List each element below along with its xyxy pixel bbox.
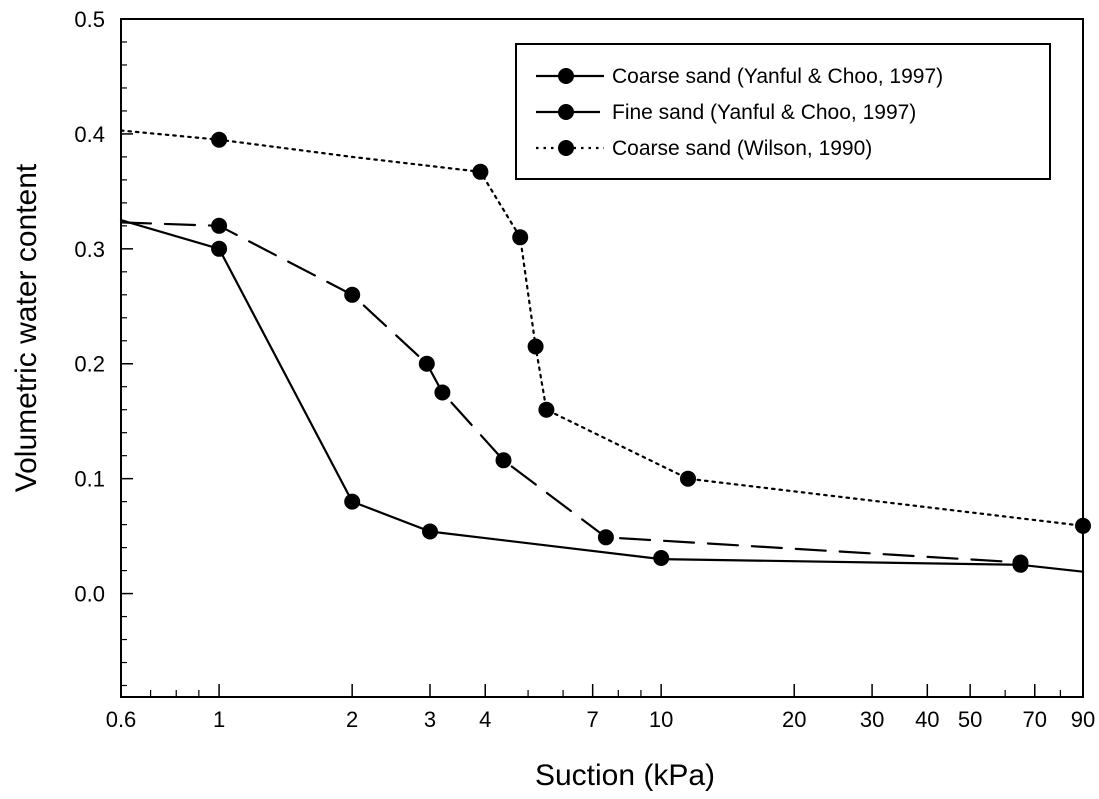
- x-tick-label: 10: [649, 707, 673, 732]
- data-point: [653, 550, 670, 566]
- x-tick-label: 0.6: [106, 707, 137, 732]
- plot-frame: [120, 18, 1084, 698]
- legend-swatch-marker: [558, 68, 574, 84]
- data-point: [418, 355, 435, 372]
- x-tick-label: 2: [346, 707, 358, 732]
- data-point: [495, 452, 512, 469]
- series-line: [119, 219, 1085, 573]
- y-tick-label: 0.4: [74, 122, 105, 147]
- series-line: [119, 129, 1085, 527]
- data-point: [680, 470, 696, 487]
- legend-label: Fine sand (Yanful & Choo, 1997): [612, 101, 916, 124]
- y-tick-label: 0.5: [74, 7, 105, 32]
- x-tick-label: 70: [1023, 707, 1047, 732]
- legend-swatch-marker: [558, 140, 574, 156]
- y-tick-label: 0.0: [74, 582, 105, 607]
- data-point: [344, 493, 361, 510]
- data-point: [1012, 554, 1029, 571]
- series-3: [119, 129, 1091, 534]
- legend-box: [515, 43, 1051, 180]
- x-tick-label: 7: [587, 707, 599, 732]
- x-axis-label: Suction (kPa): [535, 759, 715, 792]
- data-point: [538, 401, 555, 418]
- data-point: [597, 529, 614, 546]
- x-tick-label: 30: [860, 707, 884, 732]
- y-tick-label: 0.1: [74, 467, 105, 492]
- data-point: [512, 229, 529, 246]
- x-tick-label: 1: [213, 707, 225, 732]
- x-tick-label: 20: [782, 707, 806, 732]
- data-point: [211, 131, 228, 148]
- data-point: [472, 163, 489, 180]
- x-tick-label: 3: [424, 707, 436, 732]
- y-axis-label: Volumetric water content: [10, 163, 43, 492]
- data-point: [434, 384, 451, 401]
- data-point: [344, 286, 361, 303]
- data-point: [211, 240, 228, 257]
- x-tick-label: 90: [1071, 707, 1095, 732]
- x-tick-label: 4: [479, 707, 491, 732]
- x-tick-label: 50: [958, 707, 982, 732]
- data-point: [527, 338, 544, 355]
- series-1: [119, 219, 1085, 573]
- y-tick-label: 0.3: [74, 237, 105, 262]
- series-layer: [119, 129, 1091, 573]
- axis-ticks: 0.6 1 2 3 4 7 10 20 30 40 50 70 90 0.0 0.1 0.2 0.3 0.4 0.5: [74, 7, 1095, 732]
- legend-label: Coarse sand (Yanful & Choo, 1997): [612, 65, 943, 88]
- series-line: [119, 221, 1022, 564]
- legend: Coarse sand (Yanful & Choo, 1997) Fine sa…: [515, 43, 1051, 180]
- series-2: [119, 217, 1029, 571]
- legend-swatch-marker: [558, 104, 574, 120]
- legend-label: Coarse sand (Wilson, 1990): [612, 137, 872, 160]
- x-tick-label: 40: [915, 707, 939, 732]
- data-point: [422, 523, 438, 540]
- data-point: [211, 217, 228, 234]
- y-tick-label: 0.2: [74, 352, 105, 377]
